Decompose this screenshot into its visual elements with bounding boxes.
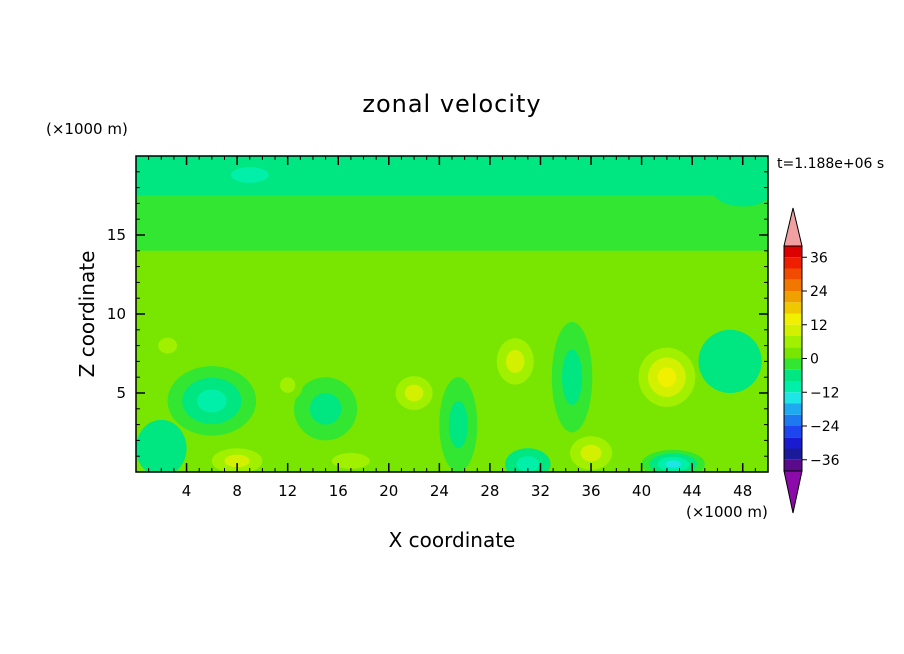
field-anomaly-2-2 bbox=[224, 454, 250, 468]
colorbar-swatch bbox=[784, 336, 802, 348]
y-tick-label: 5 bbox=[116, 384, 126, 402]
y-axis: 5 10 15 bbox=[107, 171, 768, 457]
field-anomaly-15-0 bbox=[698, 329, 762, 393]
colorbar-swatch bbox=[784, 324, 802, 336]
colorbar-tick-label: −12 bbox=[810, 385, 840, 401]
colorbar-swatch bbox=[784, 392, 802, 404]
x-tick-label: 4 bbox=[182, 482, 192, 500]
colorbar-swatch bbox=[784, 246, 802, 258]
contour-field bbox=[136, 156, 768, 472]
colorbar-swatch bbox=[784, 381, 802, 393]
field-anomaly-9-1 bbox=[516, 456, 540, 472]
colorbar-swatch bbox=[784, 302, 802, 314]
x-tick-label: 44 bbox=[683, 482, 702, 500]
colorbar-under-arrow bbox=[783, 470, 803, 514]
colorbar-swatch bbox=[784, 426, 802, 438]
x-unit-label: (×1000 m) bbox=[686, 503, 768, 521]
colorbar-swatch bbox=[784, 347, 802, 359]
x-tick-label: 12 bbox=[278, 482, 297, 500]
y-tick-label: 15 bbox=[107, 226, 126, 244]
colorbar-swatch bbox=[784, 403, 802, 415]
field-anomaly-6-2 bbox=[197, 389, 227, 413]
field-anomaly-17-0 bbox=[711, 168, 768, 207]
field-anomaly-0-2 bbox=[505, 349, 525, 373]
x-tick-label: 16 bbox=[329, 482, 348, 500]
colorbar-swatch bbox=[784, 291, 802, 303]
x-tick-label: 36 bbox=[581, 482, 600, 500]
field-band-1 bbox=[136, 195, 768, 251]
field-anomaly-8-3 bbox=[665, 460, 682, 468]
colorbar-swatch bbox=[784, 369, 802, 381]
colorbar-tick-label: 0 bbox=[810, 352, 819, 368]
colorbar-swatch bbox=[784, 437, 802, 449]
field-band-2 bbox=[136, 250, 768, 330]
x-tick-label: 28 bbox=[480, 482, 499, 500]
colorbar-swatch bbox=[784, 358, 802, 370]
colorbar-swatch bbox=[784, 414, 802, 426]
y-tick-label: 10 bbox=[107, 305, 126, 323]
field-anomaly-3-1 bbox=[331, 453, 370, 469]
field-anomaly-4-2 bbox=[580, 444, 602, 462]
colorbar: 36 24 12 0 −12 −24 −36 bbox=[783, 207, 840, 514]
chart-title: zonal velocity bbox=[362, 90, 541, 118]
field-anomaly-11-1 bbox=[309, 393, 342, 425]
field-anomaly-16-1 bbox=[230, 167, 269, 183]
x-tick-label: 8 bbox=[232, 482, 242, 500]
field-anomaly-1-3 bbox=[657, 367, 677, 388]
x-axis: 4 8 12 16 20 24 28 32 36 40 44 48 bbox=[148, 156, 756, 500]
x-tick-label: 32 bbox=[531, 482, 550, 500]
colorbar-swatch bbox=[784, 279, 802, 291]
field-anomaly-10-1 bbox=[448, 400, 468, 449]
y-unit-label: (×1000 m) bbox=[46, 120, 128, 138]
colorbar-tick-label: 36 bbox=[810, 250, 828, 266]
x-tick-label: 24 bbox=[430, 482, 449, 500]
x-axis-label: X coordinate bbox=[389, 528, 516, 552]
colorbar-tick-label: −36 bbox=[810, 453, 840, 469]
field-anomaly-5-2 bbox=[404, 384, 424, 402]
colorbar-swatch bbox=[784, 257, 802, 269]
colorbar-tick-label: 12 bbox=[810, 318, 828, 334]
colorbar-swatch bbox=[784, 313, 802, 325]
x-tick-label: 48 bbox=[733, 482, 752, 500]
field-anomaly-12-0 bbox=[136, 419, 187, 472]
colorbar-swatch bbox=[784, 448, 802, 460]
y-axis-label: Z coordinate bbox=[75, 251, 99, 378]
time-label: t=1.188e+06 s bbox=[777, 156, 884, 172]
colorbar-tick-label: −24 bbox=[810, 419, 840, 435]
colorbar-swatch bbox=[784, 268, 802, 280]
x-tick-label: 20 bbox=[379, 482, 398, 500]
colorbar-swatch bbox=[784, 459, 802, 471]
field-anomaly-7-1 bbox=[561, 349, 583, 405]
field-anomaly-13-1 bbox=[158, 337, 178, 354]
colorbar-over-arrow bbox=[783, 207, 803, 247]
colorbar-tick-label: 24 bbox=[810, 284, 828, 300]
x-tick-label: 40 bbox=[632, 482, 651, 500]
field-anomaly-14-1 bbox=[280, 377, 296, 393]
